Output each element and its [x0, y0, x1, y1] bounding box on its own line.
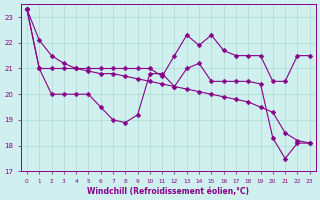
X-axis label: Windchill (Refroidissement éolien,°C): Windchill (Refroidissement éolien,°C): [87, 187, 249, 196]
